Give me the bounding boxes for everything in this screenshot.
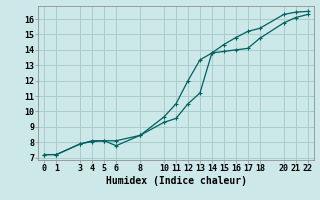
X-axis label: Humidex (Indice chaleur): Humidex (Indice chaleur) bbox=[106, 176, 246, 186]
